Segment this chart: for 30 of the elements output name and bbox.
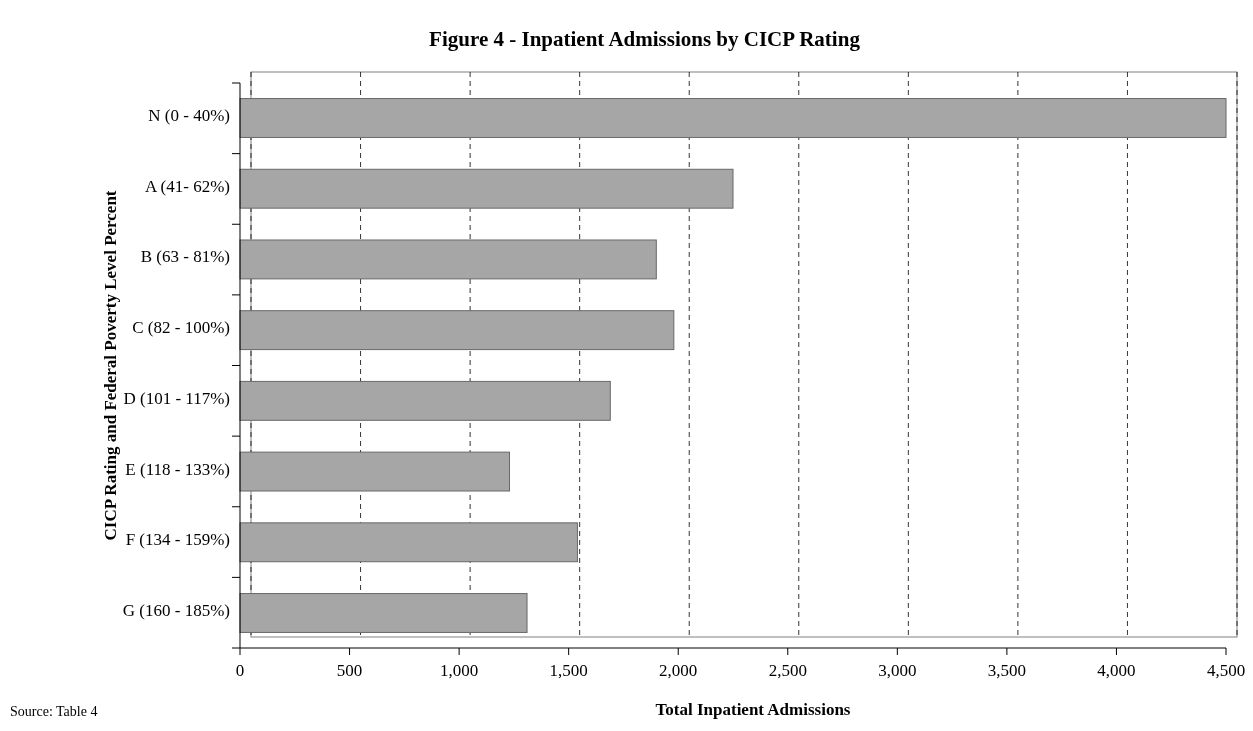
- x-tick-label: 4,000: [1097, 661, 1136, 680]
- y-tick-label: F (134 - 159%): [125, 530, 230, 550]
- y-axis-title: CICP Rating and Federal Poverty Level Percent: [101, 190, 120, 541]
- bar: [239, 522, 578, 563]
- y-tick-label: A (41- 62%): [145, 176, 230, 196]
- y-tick-label: G (160 - 185%): [122, 600, 230, 620]
- bar: [239, 310, 675, 351]
- x-tick-label: 500: [336, 661, 363, 680]
- x-tick-label: 4,500: [1206, 661, 1246, 680]
- bar: [239, 593, 528, 633]
- x-tick-label: 3,000: [878, 661, 917, 680]
- x-tick-label: 2,500: [768, 661, 807, 680]
- x-tick-label: 2,000: [659, 661, 698, 680]
- y-tick-label: N (0 - 40%): [148, 105, 230, 125]
- y-tick-label: C (82 - 100%): [132, 318, 230, 338]
- bar: [239, 239, 657, 280]
- x-axis-title: Total Inpatient Admissions: [655, 700, 851, 719]
- bar: [239, 451, 511, 492]
- bar: [239, 98, 1227, 138]
- bar: [239, 168, 734, 209]
- y-tick-label: B (63 - 81%): [140, 247, 230, 267]
- x-tick-label: 1,000: [439, 661, 479, 680]
- bar: [239, 380, 611, 421]
- y-tick-label: D (101 - 117%): [123, 388, 230, 408]
- x-tick-label: 0: [235, 661, 245, 680]
- x-tick-label: 1,500: [549, 661, 588, 680]
- chart-title: Figure 4 - Inpatient Admissions by CICP Rating: [429, 27, 861, 51]
- x-tick-label: 3,500: [987, 661, 1027, 680]
- y-tick-label: E (118 - 133%): [125, 459, 230, 479]
- source-note: Source: Table 4: [10, 704, 98, 719]
